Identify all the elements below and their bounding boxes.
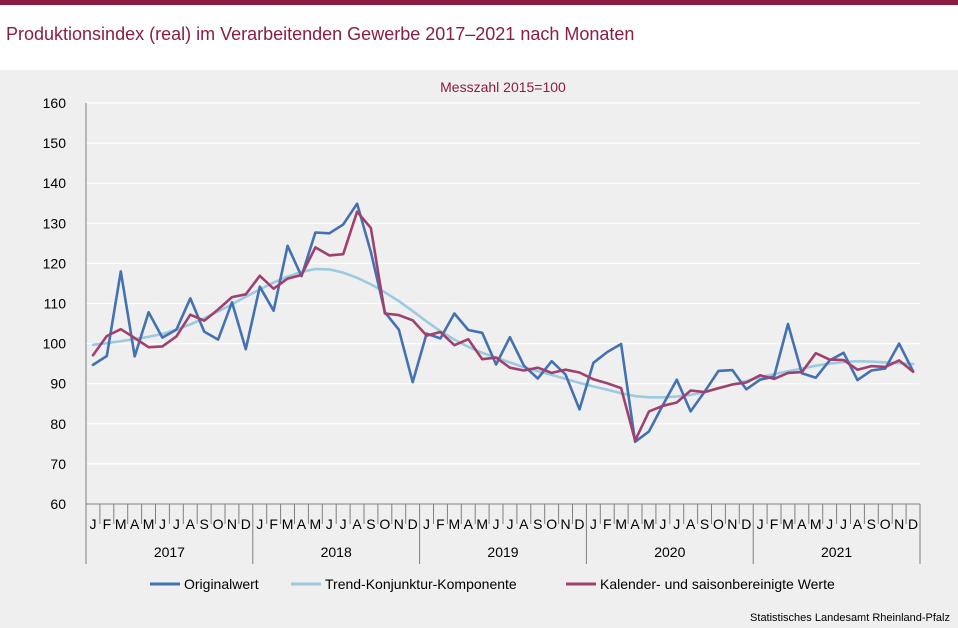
y-tick-label: 110 bbox=[44, 296, 67, 312]
series-line-seasonal bbox=[91, 210, 915, 442]
month-label: J bbox=[256, 516, 263, 532]
month-label: J bbox=[506, 516, 513, 532]
month-label: N bbox=[394, 516, 404, 532]
month-label: J bbox=[659, 516, 666, 532]
month-label: N bbox=[727, 516, 737, 532]
month-label: F bbox=[103, 516, 112, 532]
series-line-original bbox=[91, 202, 915, 444]
chart-title: Produktionsindex (real) im Verarbeitende… bbox=[6, 24, 635, 44]
month-label: A bbox=[797, 516, 807, 532]
month-label: F bbox=[269, 516, 278, 532]
month-label: N bbox=[894, 516, 904, 532]
month-label: A bbox=[186, 516, 196, 532]
month-label: N bbox=[227, 516, 237, 532]
month-label: J bbox=[423, 516, 430, 532]
month-label: M bbox=[476, 516, 488, 532]
y-tick-label: 150 bbox=[43, 135, 67, 151]
year-label: 2019 bbox=[487, 544, 518, 560]
chart-panel: Messzahl 2015=100 60 70 80 90 100 110 120 130 140… bbox=[0, 70, 958, 628]
month-label: J bbox=[340, 516, 347, 532]
month-label: J bbox=[826, 516, 833, 532]
year-label: 2017 bbox=[154, 544, 185, 560]
month-label: J bbox=[673, 516, 680, 532]
month-label: S bbox=[867, 516, 876, 532]
year-label: 2018 bbox=[321, 544, 352, 560]
month-label: M bbox=[782, 516, 794, 532]
year-label: 2021 bbox=[821, 544, 852, 560]
chart-subtitle: Messzahl 2015=100 bbox=[440, 79, 566, 95]
month-label: M bbox=[615, 516, 627, 532]
legend-label-original: Originalwert bbox=[184, 576, 259, 592]
month-label: J bbox=[840, 516, 847, 532]
month-label: D bbox=[741, 516, 751, 532]
month-label: S bbox=[533, 516, 542, 532]
y-tick-label: 100 bbox=[43, 336, 67, 352]
month-label: J bbox=[173, 516, 180, 532]
month-label: M bbox=[643, 516, 655, 532]
month-label: M bbox=[282, 516, 294, 532]
month-label: J bbox=[590, 516, 597, 532]
chart-svg: Messzahl 2015=100 60 70 80 90 100 110 120 130 140… bbox=[43, 79, 921, 592]
month-label: O bbox=[546, 516, 557, 532]
y-tick-label: 130 bbox=[43, 215, 67, 231]
month-label: F bbox=[603, 516, 612, 532]
month-label: N bbox=[560, 516, 570, 532]
month-label: M bbox=[115, 516, 127, 532]
y-tick-label: 160 bbox=[43, 95, 67, 111]
top-accent-bar bbox=[0, 0, 958, 5]
month-label: A bbox=[130, 516, 140, 532]
month-label: A bbox=[630, 516, 640, 532]
month-label: J bbox=[159, 516, 166, 532]
legend-label-seasonal: Kalender- und saisonbereinigte Werte bbox=[600, 576, 835, 592]
month-label: J bbox=[89, 516, 96, 532]
month-label: M bbox=[143, 516, 155, 532]
legend-label-trend: Trend-Konjunktur-Komponente bbox=[325, 576, 517, 592]
month-label: A bbox=[464, 516, 474, 532]
year-label: 2020 bbox=[654, 544, 685, 560]
month-label: D bbox=[574, 516, 584, 532]
month-label: S bbox=[700, 516, 709, 532]
y-tick-label: 140 bbox=[43, 175, 67, 191]
month-label: S bbox=[366, 516, 375, 532]
y-tick-label: 60 bbox=[50, 496, 66, 512]
month-label: D bbox=[408, 516, 418, 532]
y-tick-label: 70 bbox=[50, 456, 66, 472]
month-label: A bbox=[519, 516, 529, 532]
month-label: D bbox=[908, 516, 918, 532]
month-label: M bbox=[310, 516, 322, 532]
y-tick-label: 90 bbox=[50, 376, 66, 392]
month-label: A bbox=[853, 516, 863, 532]
month-label: F bbox=[770, 516, 779, 532]
month-label: J bbox=[757, 516, 764, 532]
y-tick-label: 80 bbox=[50, 416, 66, 432]
month-label: M bbox=[449, 516, 461, 532]
month-label: A bbox=[686, 516, 696, 532]
month-label: J bbox=[493, 516, 500, 532]
month-label: M bbox=[810, 516, 822, 532]
month-label: F bbox=[436, 516, 445, 532]
source-credit: Statistisches Landesamt Rheinland-Pfalz bbox=[750, 612, 950, 624]
y-tick-label: 120 bbox=[43, 255, 67, 271]
month-label: J bbox=[326, 516, 333, 532]
month-label: O bbox=[379, 516, 390, 532]
month-label: A bbox=[352, 516, 362, 532]
month-label: O bbox=[880, 516, 891, 532]
month-label: O bbox=[713, 516, 724, 532]
month-label: A bbox=[297, 516, 307, 532]
month-label: O bbox=[213, 516, 224, 532]
month-label: S bbox=[199, 516, 208, 532]
month-label: D bbox=[241, 516, 251, 532]
